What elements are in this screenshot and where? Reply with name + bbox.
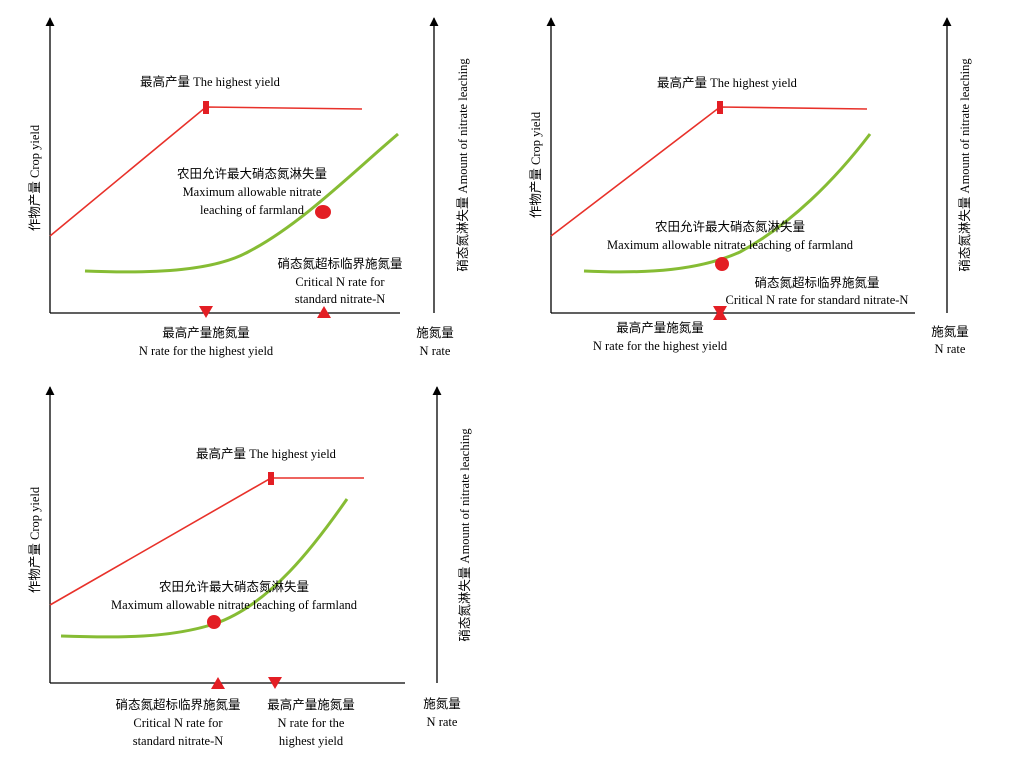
leaching-curve bbox=[84, 132, 399, 274]
max-leaching-point bbox=[715, 257, 729, 271]
critical-n-label-2: Critical N rate for bbox=[295, 275, 385, 289]
y2-axis-label: 硝态氮淋失量 Amount of nitrate leaching bbox=[457, 428, 472, 642]
max-leaching-label-2: Maximum allowable nitrate bbox=[183, 185, 322, 199]
x-axis-label-cn: 施氮量 bbox=[931, 324, 969, 339]
peak-n-label-3: highest yield bbox=[279, 734, 344, 748]
peak-n-label-1: 最高产量施氮量 bbox=[162, 325, 250, 340]
peak-n-label-2: N rate for the bbox=[278, 716, 345, 730]
critical-n-label-3: standard nitrate-N bbox=[133, 734, 224, 748]
yield-peak-marker bbox=[717, 101, 723, 114]
yield-peak-marker bbox=[203, 101, 209, 114]
panel-2: 作物产量 Crop yield 硝态氮淋失量 Amount of nitrate… bbox=[529, 17, 972, 356]
peak-n-label-2: N rate for the highest yield bbox=[139, 344, 274, 358]
y2-axis-label: 硝态氮淋失量 Amount of nitrate leaching bbox=[455, 58, 470, 272]
max-leaching-label-3: leaching of farmland bbox=[200, 203, 305, 217]
x-axis-label-cn: 施氮量 bbox=[416, 325, 454, 340]
critical-n-label-2: Critical N rate for standard nitrate-N bbox=[726, 293, 909, 307]
critical-n-triangle bbox=[211, 677, 225, 689]
critical-n-label-1: 硝态氮超标临界施氮量 bbox=[277, 256, 402, 271]
critical-n-label-2: Critical N rate for bbox=[133, 716, 223, 730]
yield-peak-marker bbox=[268, 472, 274, 485]
y-axis-label: 作物产量 Crop yield bbox=[28, 486, 42, 593]
critical-n-label-1: 硝态氮超标临界施氮量 bbox=[754, 275, 879, 290]
x-axis-label-cn: 施氮量 bbox=[423, 696, 461, 711]
x-axis-label-en: N rate bbox=[420, 344, 451, 358]
max-leaching-point bbox=[315, 205, 331, 219]
leaching-curve bbox=[60, 498, 349, 639]
max-leaching-label-1: 农田允许最大硝态氮淋失量 bbox=[177, 166, 327, 181]
max-leaching-label-1: 农田允许最大硝态氮淋失量 bbox=[655, 219, 805, 234]
y-axis-label: 作物产量 Crop yield bbox=[28, 124, 42, 231]
y2-axis-label: 硝态氮淋失量 Amount of nitrate leaching bbox=[957, 58, 972, 272]
peak-yield-label: 最高产量 The highest yield bbox=[140, 74, 281, 89]
x-axis-label-en: N rate bbox=[935, 342, 966, 356]
panel-1: 作物产量 Crop yield 硝态氮淋失量 Amount of nitrate… bbox=[28, 17, 470, 358]
max-leaching-label-2: Maximum allowable nitrate leaching of fa… bbox=[111, 598, 358, 612]
y-axis-label: 作物产量 Crop yield bbox=[529, 111, 543, 218]
max-leaching-point bbox=[207, 615, 221, 629]
peak-n-triangle bbox=[268, 677, 282, 689]
peak-yield-label: 最高产量 The highest yield bbox=[657, 75, 798, 90]
peak-n-label-2: N rate for the highest yield bbox=[593, 339, 728, 353]
critical-n-triangle bbox=[713, 308, 727, 320]
x-axis-label-en: N rate bbox=[427, 715, 458, 729]
panel-3: 作物产量 Crop yield 硝态氮淋失量 Amount of nitrate… bbox=[28, 386, 472, 748]
max-leaching-label-2: Maximum allowable nitrate leaching of fa… bbox=[607, 238, 854, 252]
critical-n-label-1: 硝态氮超标临界施氮量 bbox=[115, 697, 240, 712]
peak-yield-label: 最高产量 The highest yield bbox=[196, 446, 337, 461]
max-leaching-label-1: 农田允许最大硝态氮淋失量 bbox=[159, 579, 309, 594]
peak-n-label-1: 最高产量施氮量 bbox=[616, 320, 704, 335]
yield-curve bbox=[550, 106, 868, 237]
critical-n-triangle bbox=[317, 306, 331, 318]
critical-n-label-3: standard nitrate-N bbox=[295, 292, 386, 306]
peak-n-triangle bbox=[199, 306, 213, 318]
leaching-curve bbox=[583, 133, 872, 274]
peak-n-label-1: 最高产量施氮量 bbox=[267, 697, 355, 712]
